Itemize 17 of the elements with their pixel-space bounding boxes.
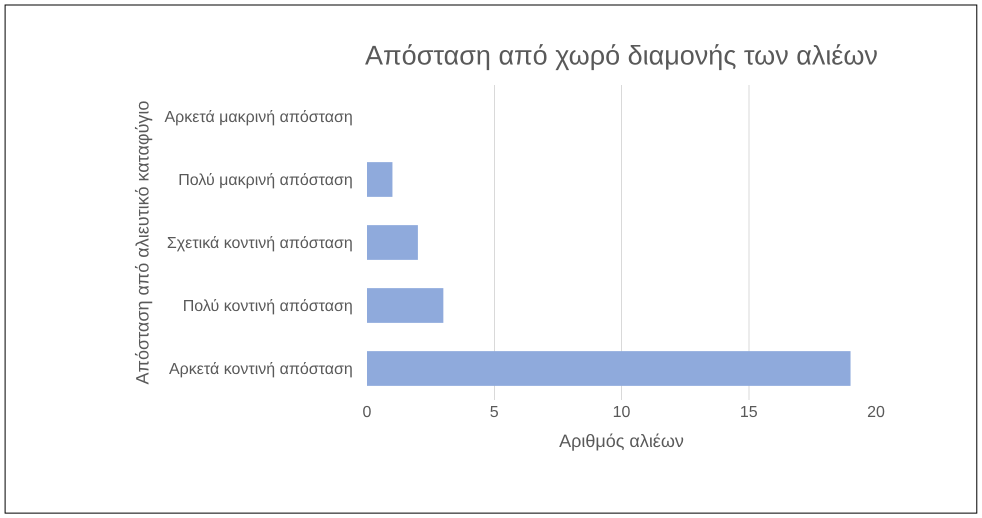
y-tick-label: Πολύ μακρινή απόσταση bbox=[178, 172, 353, 190]
y-tick-label: Σχετικά κοντινή απόσταση bbox=[166, 235, 353, 252]
bar bbox=[367, 162, 392, 197]
bar bbox=[367, 225, 418, 260]
bar bbox=[367, 288, 444, 323]
y-axis-title: Απόσταση από αλιευτικό καταφύγιο bbox=[132, 100, 153, 384]
x-tick-label: 15 bbox=[740, 404, 758, 421]
bar bbox=[367, 351, 851, 386]
y-tick-label: Πολύ κοντινή απόσταση bbox=[182, 298, 353, 316]
y-tick-label: Αρκετά κοντινή απόσταση bbox=[169, 361, 353, 378]
x-tick-label: 0 bbox=[362, 404, 372, 421]
y-tick-label: Αρκετά μακρινή απόσταση bbox=[164, 109, 353, 126]
chart-title: Απόσταση από χωρό διαμονής των αλιέων bbox=[365, 40, 878, 70]
x-tick-label: 10 bbox=[612, 404, 630, 421]
x-tick-label: 5 bbox=[490, 404, 499, 421]
x-tick-label: 20 bbox=[867, 404, 885, 421]
x-axis-title: Αριθμός αλιέων bbox=[559, 431, 684, 452]
